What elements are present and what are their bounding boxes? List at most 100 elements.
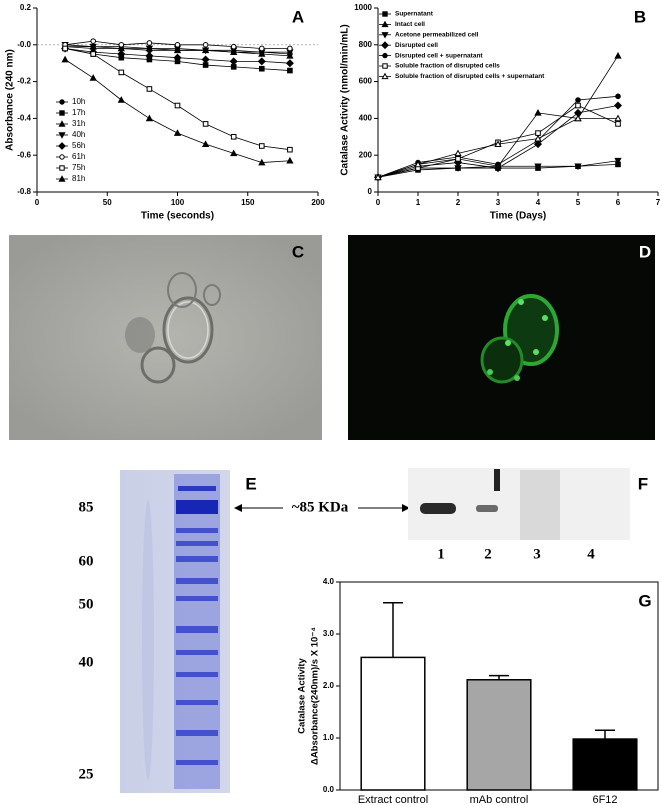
- y-tick-label: -0.2: [17, 77, 31, 86]
- legend-label: Soluble fraction of disrupted cells: [395, 63, 500, 70]
- annotation: ~85 KDa: [292, 499, 349, 515]
- marker: [59, 154, 65, 160]
- marker: [89, 74, 97, 81]
- marker: [258, 158, 266, 166]
- marker: [382, 11, 388, 17]
- marker: [59, 165, 65, 171]
- legend-label: 31h: [72, 119, 85, 128]
- y-tick-label: -0.4: [17, 114, 31, 123]
- marker: [574, 163, 582, 171]
- marker: [382, 63, 388, 69]
- marker: [614, 157, 622, 165]
- marker: [613, 101, 623, 110]
- x-tick-label: 6: [616, 198, 621, 207]
- marker: [382, 52, 388, 59]
- x-tick-label: 0: [35, 198, 40, 207]
- marker-label: 60: [79, 553, 94, 569]
- marker-label: 25: [79, 766, 94, 782]
- marker: [62, 45, 68, 52]
- bar: [360, 656, 426, 791]
- marker: [614, 52, 622, 59]
- marker: [89, 43, 97, 51]
- marker: [174, 102, 181, 109]
- arrow: [234, 504, 410, 512]
- marker: [259, 143, 265, 149]
- marker-label: 85: [79, 499, 94, 515]
- y-tick-label: 1000: [354, 3, 372, 12]
- x-tick-label: 200: [311, 198, 325, 207]
- panel-label: A: [292, 7, 304, 26]
- marker: [454, 149, 462, 157]
- marker: [287, 67, 293, 74]
- marker: [230, 149, 238, 157]
- bar: [466, 679, 532, 791]
- marker: [575, 102, 581, 109]
- y-axis-label: Absorbance (240 nm): [5, 49, 16, 151]
- marker: [533, 140, 543, 149]
- marker: [495, 161, 501, 168]
- blot-f: 1 2 3 4 F: [408, 468, 648, 562]
- legend-label: Disrupted cell + supernatant: [395, 52, 483, 59]
- y-tick-label: -0.0: [17, 40, 31, 49]
- lane-label: 1: [437, 546, 445, 562]
- marker: [257, 57, 266, 66]
- error-bar: [595, 729, 615, 740]
- marker: [58, 132, 66, 139]
- marker: [117, 96, 125, 103]
- marker: [259, 65, 265, 72]
- lane-label: 3: [533, 546, 541, 562]
- marker: [534, 163, 542, 171]
- legend-label: 17h: [72, 108, 85, 117]
- y-tick-label: 0.0: [323, 785, 335, 794]
- y-tick-label: 4.0: [323, 577, 335, 586]
- panel-label: G: [638, 591, 651, 610]
- panel-label: D: [639, 242, 651, 261]
- image-c: C: [9, 235, 322, 440]
- y-tick-label: 0.2: [20, 3, 32, 12]
- legend-label: 10h: [72, 97, 85, 106]
- marker: [381, 32, 389, 39]
- marker: [381, 72, 389, 80]
- marker: [493, 164, 503, 173]
- marker: [59, 99, 65, 105]
- image-d: D: [348, 235, 655, 440]
- y-tick-label: 400: [359, 114, 373, 123]
- x-tick-label: 2: [456, 198, 461, 207]
- marker: [381, 41, 389, 50]
- marker: [494, 140, 502, 147]
- marker: [202, 121, 209, 127]
- marker: [201, 55, 210, 64]
- y-tick-label: 0: [368, 187, 373, 196]
- marker: [229, 57, 238, 66]
- legend-label: 56h: [72, 141, 85, 150]
- marker: [381, 20, 389, 28]
- marker: [173, 53, 182, 62]
- marker: [574, 114, 582, 122]
- series-line: [64, 59, 290, 163]
- marker: [615, 93, 621, 100]
- marker: [614, 114, 622, 122]
- legend-label: Supernatant: [395, 11, 434, 18]
- marker: [455, 156, 461, 162]
- x-tick-label: mAb control: [470, 794, 529, 805]
- legend-label: 40h: [72, 130, 85, 139]
- legend-label: 81h: [72, 174, 85, 183]
- x-tick-label: 1: [416, 198, 421, 207]
- marker: [59, 110, 65, 116]
- y-tick-label: 3.0: [323, 629, 335, 638]
- marker: [615, 121, 621, 127]
- lane-label: 2: [484, 546, 492, 562]
- y-tick-label: 2.0: [323, 681, 335, 690]
- marker: [201, 47, 210, 55]
- x-axis-label: Time (seconds): [141, 211, 214, 222]
- y-axis-label: Catalase Activity (nmol/min/mL): [340, 24, 351, 175]
- marker: [117, 49, 126, 59]
- marker: [575, 97, 581, 103]
- marker: [90, 51, 97, 57]
- marker: [146, 86, 153, 92]
- x-tick-label: 6F12: [592, 794, 617, 805]
- bar: [572, 738, 638, 791]
- y-tick-label: 800: [359, 40, 373, 49]
- marker: [287, 45, 293, 52]
